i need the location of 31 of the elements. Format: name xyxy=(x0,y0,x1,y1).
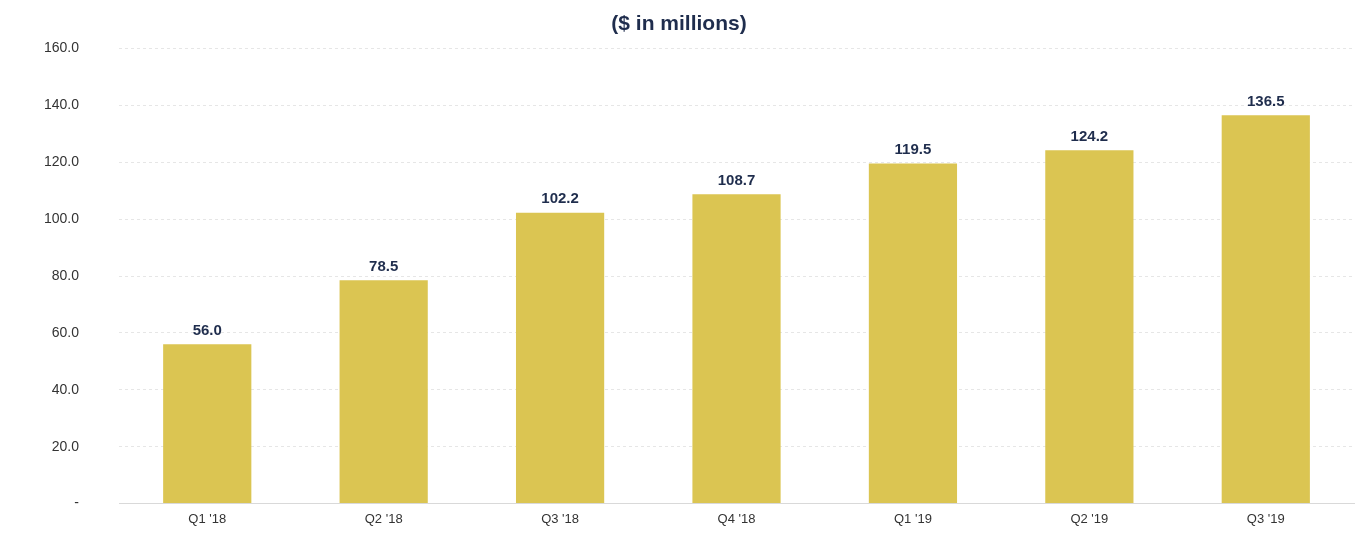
y-tick-label: 140.0 xyxy=(43,96,80,113)
y-tick-label: 120.0 xyxy=(43,153,80,170)
y-tick-label: 40.0 xyxy=(51,380,80,397)
data-label: 119.5 xyxy=(894,140,932,158)
x-tick-label: Q1 '19 xyxy=(893,510,932,526)
data-label: 56.0 xyxy=(192,320,222,338)
x-tick-label: Q4 '18 xyxy=(717,510,756,526)
x-tick-label: Q3 '18 xyxy=(541,510,580,526)
y-tick-label: 160.0 xyxy=(43,39,80,56)
data-label: 78.5 xyxy=(369,256,399,274)
data-label: 136.5 xyxy=(1247,91,1285,109)
x-tick-label: Q2 '19 xyxy=(1070,510,1109,526)
bar xyxy=(868,163,958,504)
bar xyxy=(515,212,605,504)
y-tick-label: 60.0 xyxy=(51,323,80,340)
y-tick-label: - xyxy=(74,494,80,511)
bar xyxy=(163,344,252,504)
bar xyxy=(339,280,428,504)
x-tick-label: Q1 '18 xyxy=(188,510,227,526)
data-label: 108.7 xyxy=(717,170,756,188)
bar xyxy=(692,194,781,504)
y-tick-label: 20.0 xyxy=(51,437,80,454)
x-tick-label: Q2 '18 xyxy=(364,510,403,526)
bar xyxy=(1045,150,1134,504)
data-label: 102.2 xyxy=(541,189,579,207)
chart-title: ($ in millions) xyxy=(611,10,747,34)
y-tick-label: 80.0 xyxy=(51,266,80,283)
bar xyxy=(1221,115,1310,504)
y-tick-label: 100.0 xyxy=(43,209,80,226)
data-label: 124.2 xyxy=(1070,126,1109,144)
x-tick-label: Q3 '19 xyxy=(1246,510,1285,526)
